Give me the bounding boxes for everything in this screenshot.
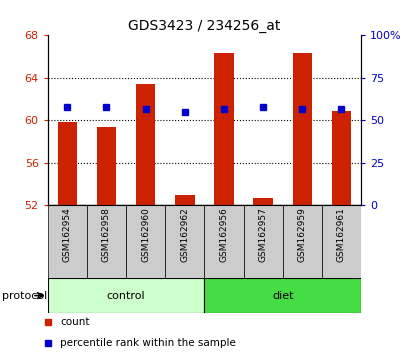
- Bar: [58, 122, 77, 205]
- Text: GSM162959: GSM162959: [298, 207, 307, 262]
- Bar: [126, 205, 165, 278]
- Title: GDS3423 / 234256_at: GDS3423 / 234256_at: [128, 19, 281, 33]
- Text: GSM162962: GSM162962: [180, 207, 189, 262]
- Bar: [175, 195, 195, 205]
- Text: protocol: protocol: [2, 291, 47, 301]
- Bar: [283, 205, 322, 278]
- Text: count: count: [60, 317, 90, 327]
- Bar: [244, 205, 283, 278]
- Bar: [253, 198, 273, 205]
- Text: GSM162957: GSM162957: [259, 207, 268, 262]
- Bar: [48, 278, 205, 313]
- Text: control: control: [107, 291, 145, 301]
- Bar: [97, 127, 116, 205]
- Text: GSM162954: GSM162954: [63, 207, 72, 262]
- Bar: [214, 53, 234, 205]
- Bar: [136, 84, 156, 205]
- Text: diet: diet: [272, 291, 293, 301]
- Bar: [205, 205, 244, 278]
- Text: GSM162961: GSM162961: [337, 207, 346, 262]
- Text: GSM162956: GSM162956: [220, 207, 229, 262]
- Text: GSM162960: GSM162960: [141, 207, 150, 262]
- Bar: [322, 205, 361, 278]
- Bar: [293, 53, 312, 205]
- Text: GSM162958: GSM162958: [102, 207, 111, 262]
- Bar: [332, 111, 351, 205]
- Bar: [205, 278, 361, 313]
- Bar: [48, 205, 87, 278]
- Bar: [165, 205, 204, 278]
- Text: percentile rank within the sample: percentile rank within the sample: [60, 338, 236, 348]
- Bar: [87, 205, 126, 278]
